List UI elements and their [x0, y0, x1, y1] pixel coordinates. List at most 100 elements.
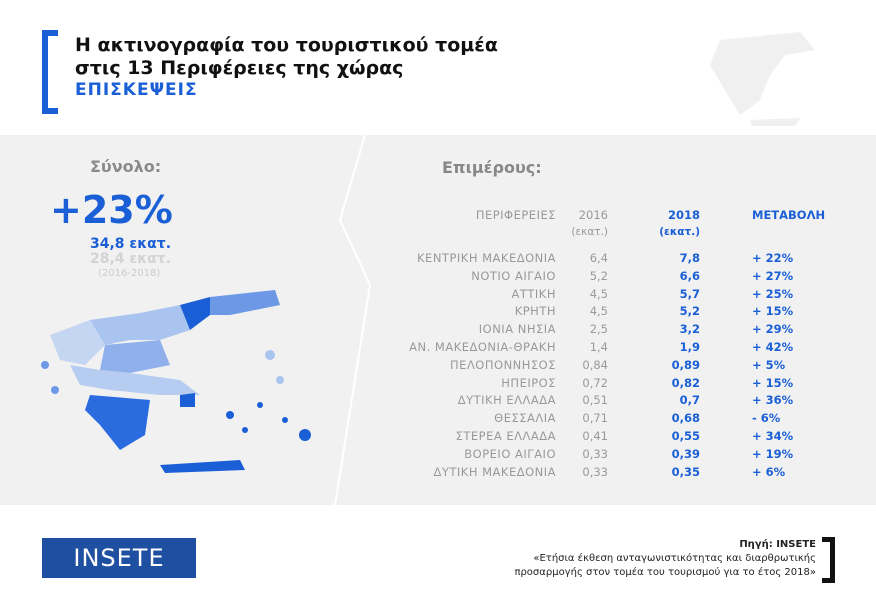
header-2016: 2016 [578, 208, 608, 222]
map-region-east-macedonia [210, 290, 280, 315]
page-title: Η ακτινογραφία του τουριστικού τομέα στις… [75, 34, 498, 80]
cell-change: + 15% [752, 304, 794, 319]
cell-change: + 22% [752, 251, 794, 265]
cell-y2016: 4,5 [589, 286, 608, 301]
report-title-line-1: «Ετήσια έκθεση ανταγωνιστικότητας και δι… [533, 553, 816, 564]
table-header-units: (εκατ.) (εκατ.) [0, 226, 876, 243]
map-region-attica [180, 393, 195, 407]
cell-region: ΙΟΝΙΑ ΝΗΣΙΑ [478, 322, 556, 337]
cell-y2016: 0,51 [582, 393, 608, 408]
cell-change: + 29% [752, 322, 794, 337]
cell-change: + 42% [752, 340, 794, 354]
total-2016: 28,4 εκατ. [90, 251, 172, 267]
map-region-central-macedonia [180, 297, 210, 330]
cell-region: ΚΕΝΤΡΙΚΗ ΜΑΚΕΔΟΝΙΑ [417, 251, 556, 265]
cell-y2018: 5,7 [679, 286, 700, 301]
table-row: ΑΝ. ΜΑΚΕΔΟΝΙΑ-ΘΡΑΚΗ 1,4 1,9 + 42% [0, 340, 876, 357]
title-line-2: στις 13 Περιφέρειες της χώρας [75, 57, 404, 79]
details-label: Επιμέρους: [442, 158, 542, 177]
header-2018-unit: (εκατ.) [659, 226, 700, 238]
map-region-crete [160, 460, 245, 473]
cell-region: ΘΕΣΣΑΛΙΑ [494, 411, 556, 426]
total-label: Σύνολο: [90, 157, 162, 176]
cell-y2018: 0,39 [671, 446, 700, 461]
insete-logo: INSETE [42, 538, 196, 578]
cell-region: ΗΠΕΙΡΟΣ [501, 375, 556, 390]
cell-y2016: 0,72 [582, 375, 608, 390]
greece-outline-watermark [710, 32, 815, 126]
cell-y2016: 0,41 [582, 429, 608, 443]
map-region-epirus [50, 320, 105, 365]
cell-change: + 27% [752, 268, 794, 283]
total-change: +23% [50, 188, 173, 232]
cell-y2016: 5,2 [589, 268, 608, 283]
cell-region: ΒΟΡΕΙΟ ΑΙΓΑΙΟ [464, 446, 556, 461]
cell-y2016: 0,33 [582, 464, 608, 479]
cell-y2018: 0,7 [679, 393, 700, 408]
cell-y2018: 1,9 [679, 340, 700, 354]
table-row: ΔΥΤΙΚΗ ΜΑΚΕΔΟΝΙΑ 0,33 0,35 + 6% [0, 465, 876, 482]
divider-lines [334, 135, 372, 505]
cell-region: ΑΤΤΙΚΗ [511, 286, 556, 301]
title-line-1: Η ακτινογραφία του τουριστικού τομέα [75, 34, 498, 56]
cell-change: + 6% [752, 464, 786, 479]
cell-y2018: 6,6 [679, 268, 700, 283]
cell-y2018: 0,89 [671, 357, 700, 372]
cell-region: ΔΥΤΙΚΗ ΕΛΛΑΔΑ [457, 393, 556, 408]
table-row: ΔΥΤΙΚΗ ΕΛΛΑΔΑ 0,51 0,7 + 36% [0, 393, 876, 410]
cell-region: ΚΡΗΤΗ [514, 304, 556, 319]
map-region-macedonia [90, 305, 190, 345]
cell-change: + 19% [752, 446, 794, 461]
cell-change: + 5% [752, 357, 786, 372]
table-row: ΝΟΤΙΟ ΑΙΓΑΙΟ 5,2 6,6 + 27% [0, 269, 876, 286]
report-title-line-2: προσαρμογής στον τομέα του τουρισμού για… [514, 567, 816, 578]
cell-y2016: 0,33 [582, 446, 608, 461]
source-note: Πηγή: INSETE «Ετήσια έκθεση ανταγωνιστικ… [514, 538, 816, 580]
source-label: Πηγή: INSETE [739, 539, 816, 550]
cell-y2016: 4,5 [589, 304, 608, 319]
cell-y2018: 3,2 [679, 322, 700, 337]
cell-y2016: 6,4 [589, 251, 608, 265]
map-region-peloponnese [85, 395, 150, 450]
source-bracket [822, 537, 835, 583]
cell-y2018: 0,82 [671, 375, 700, 390]
table-row: ΚΕΝΤΡΙΚΗ ΜΑΚΕΔΟΝΙΑ 6,4 7,8 + 22% [0, 251, 876, 268]
cell-change: + 34% [752, 429, 794, 443]
header-change: ΜΕΤΑΒΟΛΗ [752, 208, 826, 222]
cell-region: ΣΤΕΡΕΑ ΕΛΛΑΔΑ [455, 429, 556, 443]
cell-y2016: 2,5 [589, 322, 608, 337]
cell-region: ΔΥΤΙΚΗ ΜΑΚΕΔΟΝΙΑ [433, 464, 556, 479]
table-header: ΠΕΡΙΦΕΡΕΙΕΣ 2016 2018 ΜΕΤΑΒΟΛΗ [0, 208, 876, 225]
cell-y2018: 5,2 [679, 304, 700, 319]
cell-y2016: 0,84 [582, 357, 608, 372]
total-period: (2016-2018) [98, 268, 161, 279]
page-subtitle: ΕΠΙΣΚΕΨΕΙΣ [75, 80, 198, 100]
cell-change: - 6% [752, 411, 781, 426]
cell-y2018: 7,8 [679, 251, 700, 265]
map-region-thessaly [100, 340, 170, 373]
cell-region: ΑΝ. ΜΑΚΕΔΟΝΙΑ-ΘΡΑΚΗ [409, 340, 556, 354]
cell-region: ΠΕΛΟΠΟΝΝΗΣΟΣ [450, 357, 556, 372]
table-row: ΙΟΝΙΑ ΝΗΣΙΑ 2,5 3,2 + 29% [0, 322, 876, 339]
table-row: ΗΠΕΙΡΟΣ 0,72 0,82 + 15% [0, 376, 876, 393]
table-row: ΚΡΗΤΗ 4,5 5,2 + 15% [0, 304, 876, 321]
cell-y2018: 0,68 [671, 411, 700, 426]
cell-change: + 25% [752, 286, 794, 301]
table-row: ΑΤΤΙΚΗ 4,5 5,7 + 25% [0, 287, 876, 304]
total-2018: 34,8 εκατ. [90, 236, 172, 252]
title-bracket [42, 30, 58, 114]
cell-region: ΝΟΤΙΟ ΑΙΓΑΙΟ [471, 268, 556, 283]
table-row: ΠΕΛΟΠΟΝΝΗΣΟΣ 0,84 0,89 + 5% [0, 358, 876, 375]
cell-y2016: 1,4 [589, 340, 608, 354]
map-region-sterea [70, 365, 200, 395]
table-row: ΘΕΣΣΑΛΙΑ 0,71 0,68 - 6% [0, 411, 876, 428]
table-row: ΒΟΡΕΙΟ ΑΙΓΑΙΟ 0,33 0,39 + 19% [0, 447, 876, 464]
cell-change: + 36% [752, 393, 794, 408]
greece-regions-map [41, 290, 311, 473]
cell-y2018: 0,35 [671, 464, 700, 479]
header-2016-unit: (εκατ.) [571, 226, 608, 238]
cell-y2016: 0,71 [582, 411, 608, 426]
header-region: ΠΕΡΙΦΕΡΕΙΕΣ [475, 208, 556, 222]
cell-y2018: 0,55 [671, 429, 700, 443]
table-row: ΣΤΕΡΕΑ ΕΛΛΑΔΑ 0,41 0,55 + 34% [0, 429, 876, 446]
